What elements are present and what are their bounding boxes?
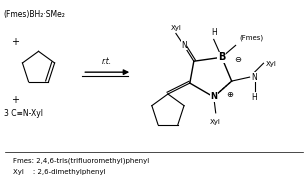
Text: Xyl: Xyl bbox=[170, 26, 181, 31]
Text: N: N bbox=[210, 92, 217, 101]
Text: (Fmes)BH₂·SMe₂: (Fmes)BH₂·SMe₂ bbox=[4, 10, 66, 19]
Text: N: N bbox=[181, 41, 187, 50]
Text: r.t.: r.t. bbox=[102, 57, 112, 66]
Text: Xyl    : 2,6-dimethylphenyl: Xyl : 2,6-dimethylphenyl bbox=[13, 170, 105, 175]
Text: B: B bbox=[218, 52, 225, 62]
Text: +: + bbox=[11, 37, 19, 47]
Text: +: + bbox=[11, 95, 19, 105]
Text: H: H bbox=[252, 93, 257, 102]
Text: Xyl: Xyl bbox=[265, 61, 276, 67]
Text: ⊖: ⊖ bbox=[234, 55, 241, 64]
Text: Fmes: 2,4,6-tris(trifluoromethyl)phenyl: Fmes: 2,4,6-tris(trifluoromethyl)phenyl bbox=[13, 158, 149, 164]
Text: (Fmes): (Fmes) bbox=[240, 35, 264, 41]
Text: Xyl: Xyl bbox=[210, 119, 221, 125]
Text: N: N bbox=[252, 73, 257, 82]
Text: ⊕: ⊕ bbox=[226, 91, 233, 99]
Text: 3 C≡N-Xyl: 3 C≡N-Xyl bbox=[4, 109, 43, 118]
Text: H: H bbox=[211, 28, 217, 37]
